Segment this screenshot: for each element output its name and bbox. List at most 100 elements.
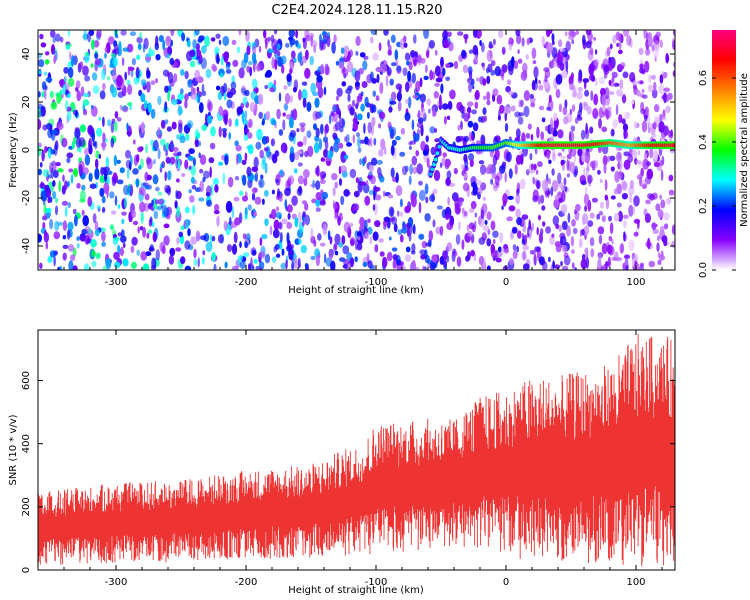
spectrogram-noise-blob	[234, 175, 240, 181]
spectrogram-noise-blob	[164, 184, 171, 193]
spectrogram-noise-blob	[623, 129, 627, 140]
spectrogram-noise-blob	[473, 54, 479, 63]
spectrogram-noise-blob	[246, 145, 253, 150]
spectrogram-noise-blob	[361, 81, 368, 88]
spectrogram-noise-blob	[408, 61, 413, 71]
spectrogram-noise-blob	[61, 200, 68, 206]
spectrogram-noise-blob	[612, 119, 618, 129]
spectrogram-noise-blob	[420, 57, 426, 64]
spectrogram-noise-blob	[651, 44, 655, 52]
spectrogram-noise-blob	[553, 198, 560, 209]
spectrogram-noise-blob	[45, 85, 48, 91]
spectrogram-noise-blob	[263, 189, 269, 197]
spectrogram-noise-blob	[584, 151, 591, 164]
spectrogram-noise-blob	[44, 51, 50, 56]
spectrogram-noise-blob	[184, 265, 192, 270]
spectrogram-noise-blob	[463, 112, 470, 123]
spectrogram-noise-blob	[202, 250, 206, 256]
spectrogram-noise-blob	[105, 257, 112, 270]
spectrogram-noise-blob	[61, 137, 68, 148]
spectrogram-noise-blob	[563, 255, 571, 266]
spectrogram-noise-blob	[356, 136, 361, 148]
spectrogram-noise-blob	[79, 61, 84, 70]
spectrogram-noise-blob	[639, 262, 645, 267]
spectrogram-noise-blob	[570, 125, 576, 132]
spectrogram-noise-blob	[253, 156, 259, 169]
spectrogram-noise-blob	[603, 65, 610, 75]
spectrogram-noise-blob	[651, 88, 658, 99]
spectrogram-noise-blob	[49, 90, 54, 99]
spectrogram-noise-blob	[142, 226, 147, 238]
spectrogram-noise-blob	[561, 56, 567, 66]
spectrogram-noise-blob	[293, 168, 298, 174]
spectrogram-noise-blob	[91, 39, 95, 50]
spectrogram-noise-blob	[501, 46, 506, 55]
spectrogram-noise-blob	[389, 217, 396, 222]
spectrogram-noise-blob	[117, 244, 121, 254]
spectrogram-noise-blob	[120, 235, 127, 243]
spectrogram-noise-blob	[639, 176, 642, 187]
spectrogram-noise-blob	[549, 123, 554, 135]
spectrogram-noise-blob	[146, 232, 150, 239]
spectrogram-noise-blob	[444, 213, 450, 221]
spectrogram-noise-blob	[251, 78, 258, 90]
spectrogram-noise-blob	[333, 112, 338, 123]
spectrogram-noise-blob	[289, 151, 295, 163]
spectrogram-noise-blob	[582, 34, 586, 46]
spectrogram-noise-blob	[150, 265, 157, 270]
spectrogram-noise-blob	[242, 233, 247, 240]
spectrogram-noise-blob	[468, 49, 474, 54]
spectrogram-noise-blob	[191, 184, 197, 190]
spectrogram-noise-blob	[116, 74, 123, 87]
spectrogram-noise-blob	[157, 148, 161, 160]
spectrogram-noise-blob	[372, 104, 377, 113]
spectrogram-noise-blob	[126, 122, 129, 132]
spectrogram-noise-blob	[431, 254, 438, 263]
spectrogram-noise-blob	[235, 118, 239, 128]
spectrogram-noise-blob	[44, 184, 50, 193]
spectrogram-noise-blob	[512, 244, 517, 251]
spectrogram-noise-blob	[62, 252, 67, 261]
spectrogram-noise-blob	[106, 186, 109, 199]
spectrogram-noise-blob	[199, 235, 207, 241]
spectrogram-noise-blob	[647, 35, 653, 47]
spectrogram-noise-blob	[186, 120, 194, 129]
spectrogram-noise-blob	[555, 74, 563, 85]
spectrogram-noise-blob	[199, 168, 204, 174]
spectrogram-noise-blob	[185, 133, 190, 141]
spectrogram-noise-blob	[375, 66, 383, 73]
spectrogram-noise-blob	[486, 265, 491, 270]
spectrogram-noise-blob	[503, 105, 509, 116]
spectrogram-noise-blob	[155, 186, 160, 192]
spectrogram-noise-blob	[319, 39, 324, 52]
spectrogram-noise-blob	[310, 255, 316, 261]
spectrogram-noise-blob	[265, 135, 270, 144]
spectrogram-noise-blob	[147, 229, 153, 235]
spectrogram-noise-blob	[428, 39, 436, 49]
spectrogram-noise-blob	[603, 87, 610, 100]
spectrogram-noise-blob	[660, 169, 664, 181]
spectrogram-noise-blob	[247, 204, 252, 211]
spectrogram-noise-blob	[576, 91, 583, 100]
spectrogram-noise-blob	[239, 260, 246, 270]
spectrogram-noise-blob	[190, 165, 196, 176]
spectrogram-noise-blob	[487, 163, 493, 174]
spectrogram-noise-blob	[474, 101, 479, 110]
spectrogram-noise-blob	[418, 233, 425, 240]
spectrogram-noise-blob	[504, 248, 509, 254]
spectrogram-noise-blob	[534, 246, 542, 253]
spectrogram-noise-blob	[411, 243, 416, 253]
spectrogram-noise-blob	[337, 216, 341, 226]
spectrogram-noise-blob	[443, 39, 450, 49]
spectrogram-noise-blob	[52, 191, 57, 200]
x-tick-label: 100	[626, 277, 645, 288]
spectrogram-noise-blob	[67, 202, 72, 208]
spectrogram-noise-blob	[602, 155, 608, 166]
spectrogram-noise-blob	[227, 176, 234, 188]
spectrogram-noise-blob	[601, 243, 608, 255]
spectrogram-noise-blob	[53, 255, 56, 267]
spectrogram-noise-blob	[313, 123, 317, 131]
x-tick-label: -100	[365, 277, 388, 288]
spectrogram-noise-blob	[362, 60, 368, 71]
spectrogram-noise-blob	[496, 94, 503, 105]
